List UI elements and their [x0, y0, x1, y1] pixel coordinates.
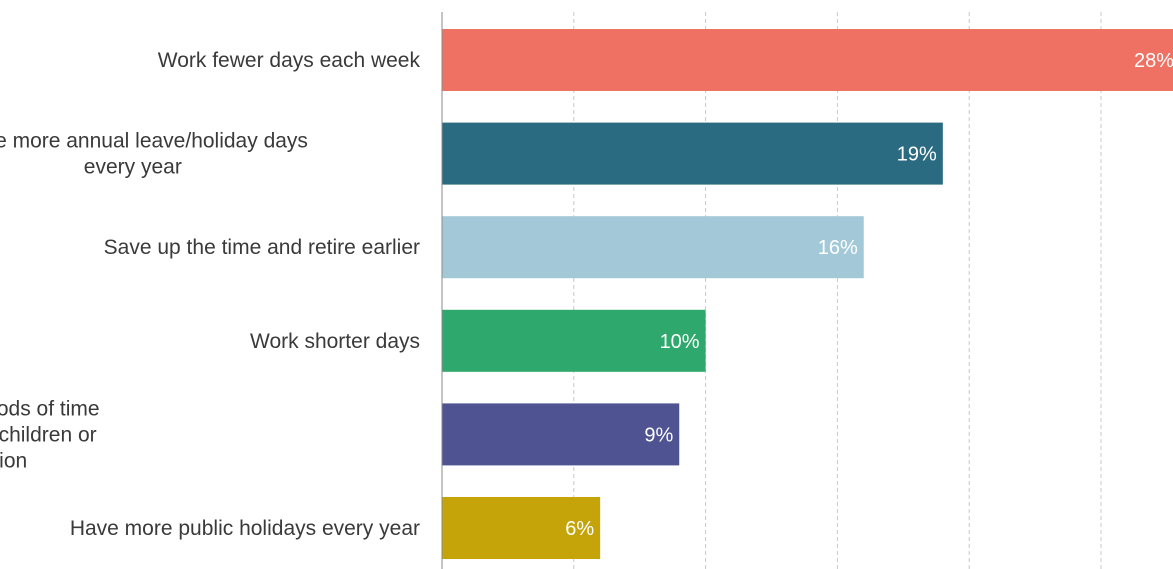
value-label: 9%: [644, 424, 673, 446]
bar: [442, 29, 1173, 91]
bar: [442, 309, 706, 372]
bars: [442, 29, 1173, 559]
category-label-line: Have more annual leave/holiday days: [0, 130, 308, 153]
bar: [442, 497, 601, 559]
value-label: 16%: [818, 237, 858, 259]
category-label: Work shorter days: [250, 330, 420, 353]
value-labels: 28% 19% 16% 10% 9% 6%: [565, 50, 1173, 540]
category-label-line: Have the option to take periods of time: [0, 397, 100, 420]
bar: [442, 122, 943, 185]
category-label-line: out of work, e.g. to care for children o…: [0, 423, 97, 446]
bar: [442, 403, 680, 466]
category-labels: Work fewer days each week Have more annua…: [0, 49, 420, 540]
value-label: 28%: [1134, 50, 1173, 72]
bar: [442, 216, 864, 279]
value-label: 6%: [565, 518, 594, 540]
category-label: Have more annual leave/holiday days every…: [0, 130, 308, 179]
category-label: Have the option to take periods of time o…: [0, 397, 100, 472]
category-label-line: every year: [84, 156, 182, 179]
category-label: Work fewer days each week: [158, 49, 421, 72]
category-label: Save up the time and retire earlier: [104, 236, 420, 259]
value-label: 19%: [897, 144, 937, 166]
gridlines: [573, 12, 1102, 569]
value-label: 10%: [660, 331, 700, 353]
category-label-line: study for a qualification: [0, 449, 27, 472]
category-label: Have more public holidays every year: [70, 517, 420, 540]
